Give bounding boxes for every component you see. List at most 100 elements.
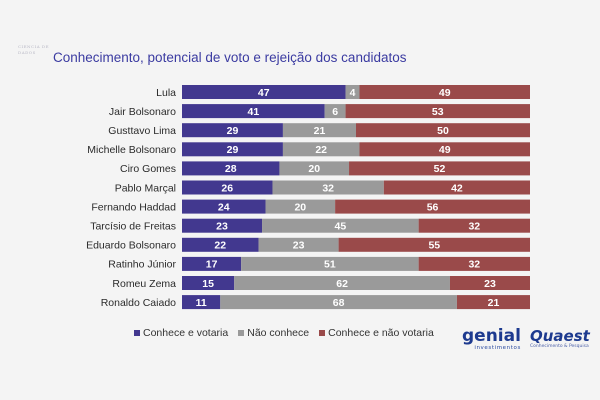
bar-conhece-nao-votaria-ronaldo-caiado bbox=[456, 295, 530, 310]
bar-conhece-nao-votaria-ratinho-junior bbox=[418, 256, 530, 271]
data-label-nao-conhece-pablo-marcal: 32 bbox=[322, 182, 334, 194]
data-label-conhece-nao-votaria-ronaldo-caiado: 21 bbox=[488, 297, 500, 309]
bar-conhece-nao-votaria-gusttavo-lima bbox=[356, 123, 530, 138]
data-label-conhece-nao-votaria-ciro-gomes: 52 bbox=[434, 163, 446, 175]
bar-conhece-nao-votaria-pablo-marcal bbox=[383, 180, 530, 195]
data-label-conhece-nao-votaria-pablo-marcal: 42 bbox=[451, 182, 463, 194]
bar-conhece-votaria-pablo-marcal bbox=[182, 180, 273, 195]
data-label-conhece-nao-votaria-michelle-bolsonaro: 49 bbox=[439, 144, 451, 156]
bar-conhece-nao-votaria-romeu-zema bbox=[449, 276, 530, 290]
bar-nao-conhece-michelle-bolsonaro bbox=[282, 142, 360, 157]
legend-swatch-conhece-votaria bbox=[134, 330, 140, 336]
data-label-conhece-nao-votaria-tarcisio-de-freitas: 32 bbox=[468, 221, 480, 233]
bar-nao-conhece-gusttavo-lima bbox=[282, 123, 356, 138]
bar-conhece-votaria-lula bbox=[182, 85, 346, 99]
legend-swatch-conhece-nao-votaria bbox=[319, 330, 326, 336]
category-label-michelle-bolsonaro: Michelle Bolsonaro bbox=[87, 144, 176, 156]
bar-nao-conhece-lula bbox=[345, 85, 360, 99]
data-label-conhece-votaria-eduardo-bolsonaro: 22 bbox=[214, 240, 226, 252]
bar-conhece-nao-votaria-lula bbox=[359, 85, 530, 99]
watermark-text: CIENCIA DE DADOS bbox=[18, 44, 49, 55]
data-label-conhece-votaria-fernando-haddad: 24 bbox=[218, 201, 230, 213]
category-label-eduardo-bolsonaro: Eduardo Bolsonaro bbox=[86, 240, 176, 252]
data-label-conhece-votaria-michelle-bolsonaro: 29 bbox=[227, 144, 239, 156]
data-label-conhece-votaria-pablo-marcal: 26 bbox=[221, 182, 233, 194]
legend-swatch-nao-conhece bbox=[238, 330, 245, 336]
category-label-lula: Lula bbox=[156, 87, 176, 99]
data-label-conhece-votaria-romeu-zema: 15 bbox=[202, 278, 214, 290]
data-label-conhece-nao-votaria-eduardo-bolsonaro: 55 bbox=[428, 240, 440, 252]
genial-logo-name: genial bbox=[462, 326, 521, 346]
bar-nao-conhece-pablo-marcal bbox=[272, 180, 384, 195]
bar-nao-conhece-eduardo-bolsonaro bbox=[258, 237, 339, 252]
data-label-conhece-votaria-gusttavo-lima: 29 bbox=[227, 125, 239, 137]
legend-label-conhece-nao-votaria: Conhece e não votaria bbox=[328, 327, 434, 339]
data-label-conhece-nao-votaria-ratinho-junior: 32 bbox=[468, 259, 480, 271]
data-label-nao-conhece-tarcisio-de-freitas: 45 bbox=[334, 221, 346, 233]
data-label-nao-conhece-fernando-haddad: 20 bbox=[294, 201, 306, 213]
legend-item-conhece-nao-votaria: Conhece e não votaria bbox=[319, 327, 434, 339]
quaest-logo-name: Quaest bbox=[530, 327, 590, 345]
legend-label-nao-conhece: Não conhece bbox=[247, 327, 310, 339]
legend-item-nao-conhece: Não conhece bbox=[238, 327, 309, 339]
data-label-conhece-votaria-tarcisio-de-freitas: 23 bbox=[216, 221, 228, 233]
bar-conhece-votaria-ratinho-junior bbox=[182, 256, 242, 271]
chart-title: Conhecimento, potencial de voto e rejeiç… bbox=[53, 50, 407, 65]
quaest-logo-sub: Conhecimento & Pesquisa bbox=[530, 344, 589, 349]
bar-conhece-votaria-gusttavo-lima bbox=[182, 123, 283, 138]
category-label-pablo-marcal: Pablo Marçal bbox=[115, 182, 176, 194]
bar-conhece-votaria-ciro-gomes bbox=[182, 161, 280, 176]
data-label-nao-conhece-ronaldo-caiado: 68 bbox=[333, 297, 345, 309]
bar-conhece-votaria-jair-bolsonaro bbox=[182, 104, 325, 119]
category-label-ronaldo-caiado: Ronaldo Caiado bbox=[101, 297, 176, 309]
data-label-conhece-nao-votaria-lula: 49 bbox=[439, 87, 451, 99]
category-label-gusttavo-lima: Gusttavo Lima bbox=[108, 125, 176, 137]
bar-conhece-votaria-michelle-bolsonaro bbox=[182, 142, 283, 157]
bar-nao-conhece-romeu-zema bbox=[234, 276, 450, 290]
bar-conhece-nao-votaria-ciro-gomes bbox=[349, 161, 530, 176]
bar-conhece-nao-votaria-michelle-bolsonaro bbox=[359, 142, 530, 157]
bar-conhece-votaria-romeu-zema bbox=[182, 276, 235, 290]
category-label-ciro-gomes: Ciro Gomes bbox=[120, 163, 176, 175]
data-label-nao-conhece-michelle-bolsonaro: 22 bbox=[315, 144, 327, 156]
category-label-tarcisio-de-freitas: Tarcísio de Freitas bbox=[90, 221, 176, 233]
category-label-romeu-zema: Romeu Zema bbox=[112, 278, 176, 290]
bar-nao-conhece-fernando-haddad bbox=[265, 199, 336, 214]
bar-nao-conhece-jair-bolsonaro bbox=[324, 104, 346, 119]
legend-label-conhece-votaria: Conhece e votaria bbox=[143, 327, 229, 339]
bar-conhece-nao-votaria-fernando-haddad bbox=[335, 199, 530, 214]
quaest-logo: Quaest Conhecimento & Pesquisa bbox=[530, 328, 590, 350]
bar-conhece-votaria-tarcisio-de-freitas bbox=[182, 218, 263, 233]
data-label-conhece-votaria-ronaldo-caiado: 11 bbox=[196, 297, 207, 309]
data-label-conhece-votaria-ciro-gomes: 28 bbox=[225, 163, 237, 175]
data-label-conhece-nao-votaria-gusttavo-lima: 50 bbox=[437, 125, 449, 137]
bar-conhece-votaria-fernando-haddad bbox=[182, 199, 266, 214]
genial-logo-sub: investimentos bbox=[474, 345, 521, 351]
category-label-fernando-haddad: Fernando Haddad bbox=[91, 201, 176, 213]
data-label-nao-conhece-ciro-gomes: 20 bbox=[308, 163, 320, 175]
bar-conhece-nao-votaria-tarcisio-de-freitas bbox=[418, 218, 530, 233]
data-label-conhece-nao-votaria-jair-bolsonaro: 53 bbox=[432, 106, 444, 118]
data-label-conhece-votaria-ratinho-junior: 17 bbox=[206, 259, 218, 271]
legend-item-conhece-votaria: Conhece e votaria bbox=[134, 327, 228, 339]
data-label-nao-conhece-ratinho-junior: 51 bbox=[324, 259, 336, 271]
bar-nao-conhece-ciro-gomes bbox=[279, 161, 350, 176]
data-label-nao-conhece-romeu-zema: 62 bbox=[336, 278, 348, 290]
data-label-nao-conhece-eduardo-bolsonaro: 23 bbox=[293, 240, 305, 252]
data-label-conhece-nao-votaria-fernando-haddad: 56 bbox=[427, 201, 439, 213]
data-label-nao-conhece-jair-bolsonaro: 6 bbox=[332, 106, 338, 118]
genial-logo: genial investimentos bbox=[462, 326, 521, 352]
category-label-ratinho-junior: Ratinho Júnior bbox=[108, 259, 176, 271]
data-label-conhece-votaria-jair-bolsonaro: 41 bbox=[247, 106, 259, 118]
data-label-nao-conhece-gusttavo-lima: 21 bbox=[314, 125, 326, 137]
bar-conhece-votaria-eduardo-bolsonaro bbox=[182, 237, 259, 252]
data-label-nao-conhece-lula: 4 bbox=[350, 87, 356, 99]
bar-nao-conhece-tarcisio-de-freitas bbox=[262, 218, 419, 233]
category-label-jair-bolsonaro: Jair Bolsonaro bbox=[109, 106, 176, 118]
bar-nao-conhece-ratinho-junior bbox=[241, 256, 419, 271]
bar-conhece-votaria-ronaldo-caiado bbox=[182, 295, 221, 310]
bar-nao-conhece-ronaldo-caiado bbox=[220, 295, 457, 310]
data-label-conhece-votaria-lula: 47 bbox=[258, 87, 270, 99]
bar-conhece-nao-votaria-eduardo-bolsonaro bbox=[338, 237, 530, 252]
